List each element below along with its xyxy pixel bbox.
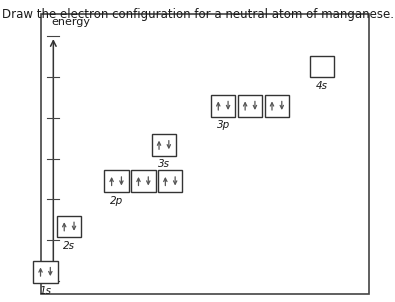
Text: Draw the electron configuration for a neutral atom of manganese.: Draw the electron configuration for a ne… (2, 8, 393, 21)
Bar (238, 95, 262, 117)
Text: 1s: 1s (40, 286, 51, 296)
Text: 3p: 3p (216, 120, 230, 130)
Bar (310, 56, 334, 77)
Bar (265, 95, 289, 117)
Text: 3s: 3s (158, 159, 170, 169)
Bar (41, 14, 369, 294)
Text: energy: energy (51, 17, 90, 27)
Bar (131, 170, 156, 192)
Bar (33, 261, 58, 283)
Text: 2s: 2s (63, 241, 75, 251)
Bar (152, 134, 176, 156)
Text: 2p: 2p (110, 196, 123, 206)
Bar (104, 170, 129, 192)
Bar (57, 216, 81, 237)
Text: 4s: 4s (316, 81, 328, 91)
Bar (158, 170, 182, 192)
Bar (211, 95, 235, 117)
